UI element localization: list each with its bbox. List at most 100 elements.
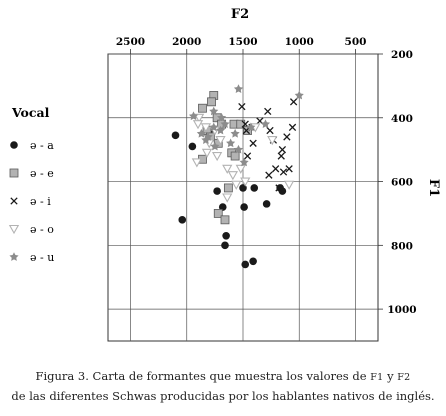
legend-marker [10,141,18,149]
data-point [264,107,272,116]
data-point [227,171,239,181]
data-point [217,112,227,122]
y-tick-label: 400 [391,113,413,125]
data-point [231,180,242,190]
data-point [222,231,230,240]
data-point [285,165,293,173]
data-point [220,119,230,129]
data-point [233,84,244,93]
legend-item: ə - e [9,167,54,180]
data-point [223,183,233,193]
series-3 [238,98,298,192]
legend-label: ə - u [30,251,54,264]
data-points [171,84,304,269]
data-point [249,139,257,147]
data-point [266,126,274,135]
legend-label: ə - o [30,223,54,236]
data-point [288,123,297,132]
legend-marker [9,252,19,261]
data-point [222,164,233,174]
data-point [250,184,259,192]
data-point [239,157,249,167]
data-point [260,119,271,129]
legend-marker [10,197,18,205]
data-point [289,98,298,106]
data-point [171,131,180,140]
legend-label: ə - e [30,167,54,180]
legend: ə - a ə - e ə - i ə - o ə - u [8,139,54,264]
x-tick-label: 1500 [228,36,257,48]
data-point [201,135,211,144]
data-point [271,165,280,173]
data-point [222,193,233,203]
data-point [198,103,207,113]
data-point [279,168,288,176]
y-tick-label: 800 [391,240,413,252]
caption-line-1: Figura 3. Carta de formantes que muestra… [35,369,411,383]
legend-marker [9,168,19,178]
y-tick-label: 200 [391,49,413,61]
y-tick-label: 600 [391,177,413,189]
data-point [213,187,221,195]
data-point [238,102,246,111]
data-point [178,216,187,224]
data-point [249,257,257,266]
legend-label: ə - i [30,195,51,208]
data-point [188,142,197,151]
legend-title: Vocal [11,105,50,120]
data-point [220,215,230,225]
figure-caption: Figura 3. Carta de formantes que muestra… [0,367,446,406]
data-point [242,126,251,135]
data-point [265,171,273,179]
data-point [188,111,199,121]
data-point [267,136,278,146]
x-tick-label: 2500 [116,36,145,48]
data-point [241,260,250,269]
ticks: 2500 2000 1500 1000 500 200 400 600 800 1000 [116,36,417,316]
grid [108,53,378,341]
data-point [278,146,287,154]
data-point [218,203,227,211]
legend-item: ə - a [10,139,54,152]
y-axis-title: F1 [426,179,441,197]
series-1 [171,126,287,269]
data-point [240,203,248,211]
x-tick-label: 1000 [285,36,314,48]
data-point [200,123,212,133]
legend-item: ə - u [9,251,54,264]
x-tick-label: 500 [345,36,367,48]
data-point [294,90,304,100]
data-point [275,184,283,192]
data-point [210,141,220,151]
data-point [209,106,219,116]
y-tick-label: 1000 [387,304,416,316]
data-point [201,148,213,158]
x-tick-label: 2000 [172,36,201,48]
data-point [283,133,291,141]
x-axis-title: F2 [231,7,249,22]
data-point [191,158,203,168]
series-5 [188,84,304,167]
legend-item: ə - i [10,195,51,208]
data-point [262,200,271,208]
chart: 2500 2000 1500 1000 500 200 400 600 800 1000 F2 F… [8,7,441,342]
data-point [193,113,205,123]
data-point [277,152,285,160]
data-point [215,136,226,146]
data-point [240,177,251,187]
data-point [283,180,295,190]
data-point [226,138,236,148]
legend-label: ə - a [30,139,54,152]
data-point [233,144,244,154]
legend-marker [8,224,20,235]
data-point [192,120,204,130]
data-point [221,241,229,250]
data-point [235,164,246,174]
data-point [211,151,223,162]
data-point [230,128,240,138]
data-point [230,151,240,161]
legend-item: ə - o [8,223,54,236]
data-point [215,125,226,135]
data-point [246,122,256,132]
caption-line-2: de las diferentes Schwas producidas por … [11,389,435,403]
